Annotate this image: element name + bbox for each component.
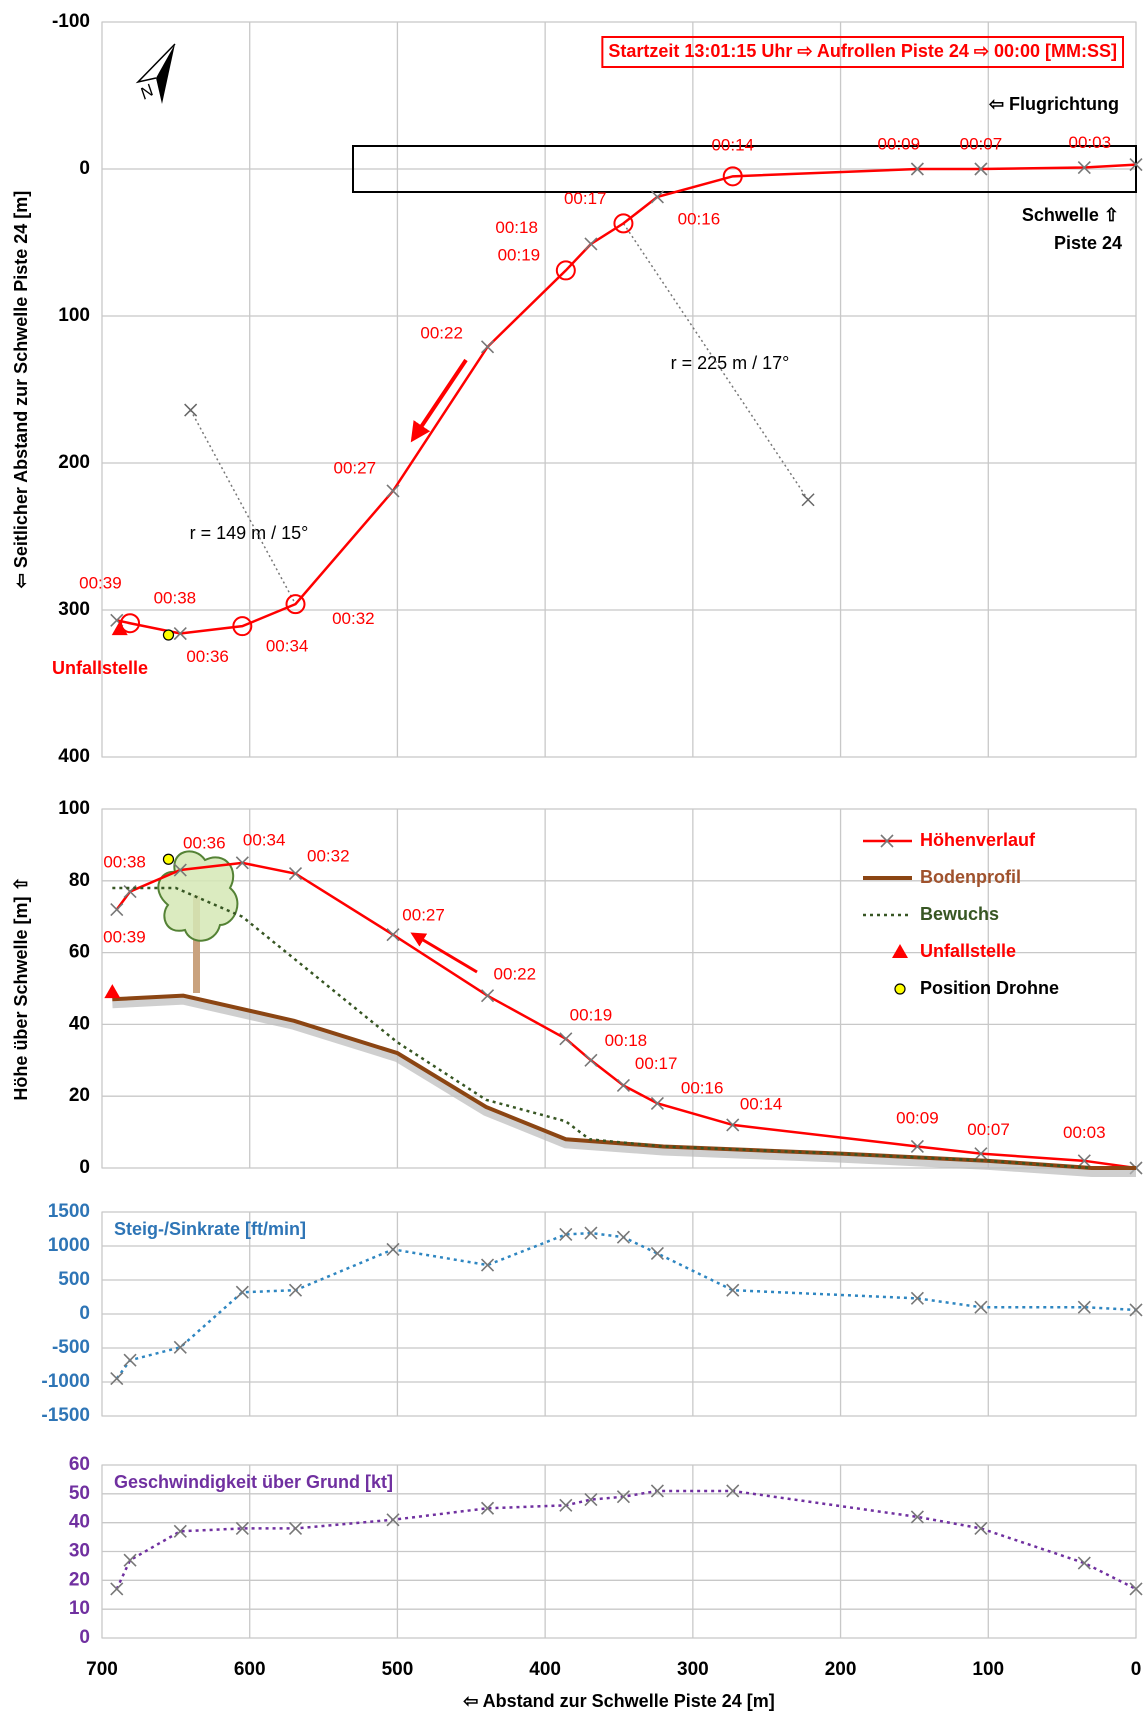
x-tick-label: 600 [234, 1659, 266, 1680]
y-axis-label: Höhe über Schwelle [m] ⇧ [11, 876, 31, 1100]
y-tick-label: 300 [58, 599, 90, 620]
y-tick-label: 40 [69, 1013, 90, 1034]
y-tick-label: 0 [79, 158, 90, 179]
time-label: 00:19 [498, 246, 541, 265]
y-tick-label: 200 [58, 452, 90, 473]
y-tick-label: -1000 [41, 1371, 90, 1392]
time-label: 00:39 [103, 927, 146, 946]
y-tick-label: 1000 [48, 1235, 90, 1256]
panel-title: Steig-/Sinkrate [ft/min] [114, 1219, 306, 1239]
y-tick-label: -100 [52, 11, 90, 32]
y-tick-label: 10 [69, 1598, 90, 1619]
x-tick-label: 200 [825, 1659, 857, 1680]
time-label: 00:34 [266, 636, 309, 655]
y-tick-label: 100 [58, 798, 90, 819]
legend-label: Unfallstelle [920, 941, 1016, 961]
chart: -1000100200300400⇦ Seitlicher Abstand zu… [0, 0, 1147, 1718]
y-tick-label: 60 [69, 942, 90, 963]
threshold-label: Schwelle ⇧ [1022, 205, 1119, 225]
x-tick-label: 700 [86, 1659, 118, 1680]
x-axis-label: ⇦ Abstand zur Schwelle Piste 24 [m] [462, 1691, 775, 1711]
plot-area [102, 22, 1136, 757]
y-tick-label: 80 [69, 870, 90, 891]
time-label: 00:03 [1068, 133, 1111, 152]
y-tick-label: 60 [69, 1454, 90, 1475]
time-label: 00:14 [711, 135, 754, 154]
time-label: 00:14 [740, 1095, 783, 1114]
y-tick-label: 20 [69, 1085, 90, 1106]
time-label: 00:17 [635, 1054, 678, 1073]
time-label: 00:22 [420, 323, 463, 342]
time-label: 00:19 [570, 1005, 613, 1024]
crash-label: Unfallstelle [52, 658, 148, 678]
y-tick-label: 1500 [48, 1201, 90, 1222]
y-tick-label: 0 [79, 1627, 90, 1648]
time-label: 00:09 [878, 134, 921, 153]
x-tick-label: 300 [677, 1659, 709, 1680]
flight-direction: ⇦ Flugrichtung [988, 94, 1119, 114]
legend-label: Bodenprofil [920, 867, 1021, 887]
time-label: 00:03 [1063, 1123, 1106, 1142]
time-label: 00:34 [243, 830, 286, 849]
legend-label: Höhenverlauf [920, 830, 1036, 850]
x-tick-label: 0 [1131, 1659, 1142, 1680]
time-label: 00:16 [681, 1079, 724, 1098]
legend-label: Position Drohne [920, 978, 1059, 998]
y-tick-label: 100 [58, 305, 90, 326]
y-axis-label: ⇦ Seitlicher Abstand zur Schwelle Piste … [11, 191, 31, 590]
point-marker [163, 854, 173, 864]
legend-label: Bewuchs [920, 904, 999, 924]
y-tick-label: 30 [69, 1541, 90, 1562]
time-label: 00:32 [307, 847, 350, 866]
time-label: 00:36 [183, 833, 226, 852]
time-label: 00:36 [186, 647, 229, 666]
panel-title: Geschwindigkeit über Grund [kt] [114, 1472, 393, 1492]
y-tick-label: -1500 [41, 1405, 90, 1426]
time-label: 00:27 [334, 459, 377, 478]
y-tick-label: 0 [79, 1303, 90, 1324]
y-tick-label: -500 [52, 1337, 90, 1358]
runway-label: Piste 24 [1054, 233, 1122, 253]
y-tick-label: 40 [69, 1512, 90, 1533]
x-tick-label: 100 [972, 1659, 1004, 1680]
time-label: 00:09 [896, 1109, 939, 1128]
time-label: 00:27 [402, 906, 445, 925]
time-label: 00:22 [494, 964, 537, 983]
time-label: 00:38 [154, 589, 197, 608]
drone-marker [163, 630, 173, 640]
y-tick-label: 400 [58, 746, 90, 767]
y-tick-label: 0 [79, 1157, 90, 1178]
time-label: 00:18 [495, 218, 538, 237]
time-label: 00:39 [79, 574, 122, 593]
time-label: 00:16 [678, 209, 721, 228]
time-label: 00:32 [332, 609, 375, 628]
x-tick-label: 400 [529, 1659, 561, 1680]
chart-title: Startzeit 13:01:15 Uhr ⇨ Aufrollen Piste… [608, 41, 1117, 61]
radius-label: r = 149 m / 15° [190, 523, 309, 543]
x-tick-label: 500 [382, 1659, 414, 1680]
time-label: 00:17 [564, 189, 607, 208]
y-tick-label: 20 [69, 1569, 90, 1590]
time-label: 00:07 [960, 134, 1003, 153]
time-label: 00:38 [103, 853, 146, 872]
time-label: 00:18 [605, 1031, 648, 1050]
page: {"chart_data": [ {"type": "line", "title… [0, 0, 1147, 1718]
y-tick-label: 50 [69, 1483, 90, 1504]
time-label: 00:07 [967, 1120, 1010, 1139]
legend-marker [895, 984, 905, 994]
y-tick-label: 500 [58, 1269, 90, 1290]
radius-label: r = 225 m / 17° [671, 353, 790, 373]
